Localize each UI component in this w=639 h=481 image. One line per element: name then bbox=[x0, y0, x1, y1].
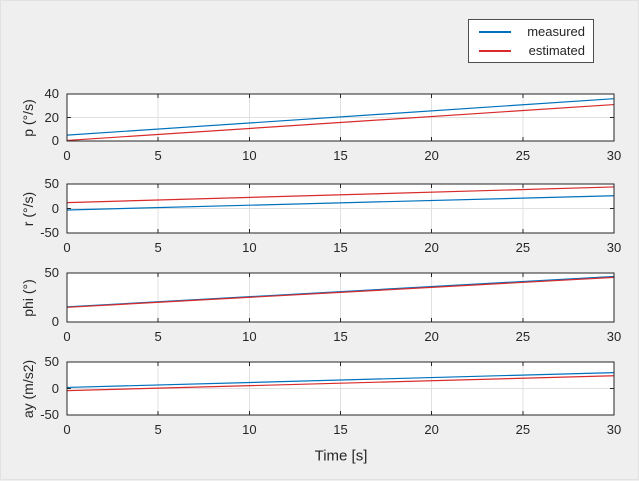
xtick-label: 30 bbox=[606, 240, 622, 255]
xtick-label: 5 bbox=[154, 329, 162, 344]
xtick-label: 20 bbox=[424, 422, 439, 437]
ytick-label: -50 bbox=[40, 407, 59, 422]
xtick-label: 10 bbox=[242, 422, 257, 437]
ytick-label: 0 bbox=[51, 200, 59, 216]
xtick-label: 0 bbox=[63, 148, 71, 163]
legend-entry-estimated: estimated bbox=[479, 41, 585, 60]
legend-label: measured bbox=[527, 24, 585, 39]
y-axis-title: phi (°) bbox=[20, 278, 36, 317]
xtick-label: 15 bbox=[333, 148, 348, 163]
legend: measured estimated bbox=[468, 19, 594, 63]
series-estimated-line bbox=[66, 375, 615, 392]
ytick-label: 50 bbox=[44, 354, 59, 369]
xtick-label: 0 bbox=[63, 240, 71, 255]
xtick-label: 15 bbox=[333, 422, 348, 437]
series-estimated-line bbox=[66, 186, 615, 204]
y-axis-title: ay (m/s2) bbox=[20, 359, 36, 418]
y-axis-title: p (°/s) bbox=[20, 98, 36, 137]
xtick-label: 20 bbox=[424, 329, 439, 344]
series-measured-line bbox=[66, 98, 615, 136]
xtick-label: 0 bbox=[63, 422, 71, 437]
xtick-label: 10 bbox=[242, 329, 257, 344]
xtick-label: 25 bbox=[515, 422, 531, 437]
xtick-label: 25 bbox=[515, 148, 531, 163]
xtick-label: 10 bbox=[242, 148, 257, 163]
xtick-label: 30 bbox=[606, 422, 622, 437]
xtick-label: 15 bbox=[333, 240, 348, 255]
xtick-label: 5 bbox=[154, 240, 162, 255]
series-estimated-line bbox=[66, 276, 615, 308]
ytick-label: 50 bbox=[44, 176, 59, 191]
ytick-label: 0 bbox=[51, 380, 59, 396]
ytick-label: -50 bbox=[40, 225, 59, 240]
xtick-label: 0 bbox=[63, 329, 71, 344]
ytick-label: 20 bbox=[44, 109, 59, 125]
series-measured-line bbox=[66, 372, 615, 389]
ytick-label: 40 bbox=[44, 86, 59, 101]
xtick-label: 20 bbox=[424, 240, 439, 255]
legend-label: estimated bbox=[528, 43, 585, 58]
ytick-label: 0 bbox=[51, 133, 59, 148]
legend-line-sample bbox=[479, 49, 511, 52]
ytick-label: 50 bbox=[44, 265, 59, 280]
xtick-label: 10 bbox=[242, 240, 257, 255]
ytick-label: 0 bbox=[51, 314, 59, 329]
xtick-label: 30 bbox=[606, 329, 622, 344]
legend-entry-measured: measured bbox=[479, 22, 585, 41]
y-axis-title: r (°/s) bbox=[20, 191, 36, 226]
xtick-label: 25 bbox=[515, 240, 531, 255]
x-axis-title: Time [s] bbox=[314, 447, 368, 465]
xtick-label: 20 bbox=[424, 148, 439, 163]
xtick-label: 15 bbox=[333, 329, 348, 344]
xtick-label: 5 bbox=[154, 148, 162, 163]
series-estimated-line bbox=[66, 103, 615, 142]
legend-line-sample bbox=[479, 30, 511, 33]
series-measured-line bbox=[66, 195, 615, 211]
xtick-label: 25 bbox=[515, 329, 531, 344]
xtick-label: 5 bbox=[154, 422, 162, 437]
xtick-label: 30 bbox=[606, 148, 622, 163]
